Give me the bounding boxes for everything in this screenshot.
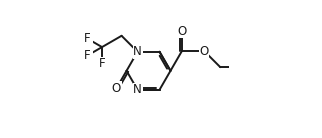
Text: O: O	[177, 25, 186, 38]
Text: F: F	[84, 49, 91, 62]
Text: N: N	[133, 83, 142, 96]
Text: N: N	[133, 45, 142, 58]
Text: F: F	[99, 57, 105, 70]
Text: F: F	[84, 32, 91, 45]
Text: O: O	[112, 82, 121, 95]
Text: O: O	[200, 45, 209, 58]
